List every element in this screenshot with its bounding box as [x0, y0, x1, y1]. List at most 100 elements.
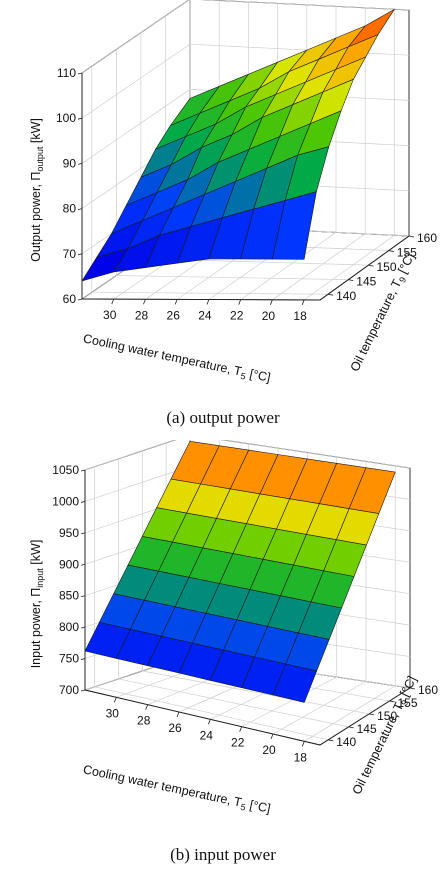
z-tick-label: 80: [63, 202, 77, 216]
x-tick-mark: [301, 299, 305, 306]
y-tick-mark: [328, 293, 334, 296]
x-tick-label: 22: [231, 736, 245, 750]
caption-output-power: (a) output power: [166, 408, 280, 427]
y-tick-mark: [368, 264, 374, 267]
front-edge: [81, 73, 410, 301]
ticks-c0: 60 70 80 90 100 110 30 28 26 24 22 20 18 140145150155…: [56, 66, 437, 323]
x-tick-label: 18: [293, 309, 307, 323]
box-edges-c1: [84, 470, 411, 746]
y-tick-mark: [388, 250, 394, 252]
x-tick-mark: [111, 298, 115, 305]
x-axis-label-text: Cooling water temperature, T: [82, 762, 243, 809]
x-tick-mark: [174, 299, 178, 305]
x-tick-label: 22: [230, 309, 244, 323]
x-tick-label: 24: [198, 309, 212, 323]
z-tick-label: 90: [63, 156, 77, 170]
front-edge: [84, 470, 411, 746]
ticks-c1: 700 750 800 850 900 950 1000 1050 30 28 26 24 22 20 18…: [52, 463, 438, 764]
y-gridline: [118, 458, 349, 728]
y-gridline: [116, 49, 349, 280]
y-gridline: [94, 466, 329, 741]
z-tick-mark: [77, 298, 83, 301]
x-axis-label-subscript: 5: [240, 371, 247, 382]
z-tick-label: 110: [57, 66, 76, 80]
y-tick-label: 155: [398, 696, 418, 710]
z-tick-label: 700: [59, 683, 79, 697]
panel-output-power: 60 70 80 90 100 110 30 28 26 24 22 20 18 140 145 150 155…: [29, 0, 437, 427]
x-tick-label: 26: [167, 308, 181, 322]
z-tick-mark: [80, 689, 86, 692]
y-gridline: [91, 66, 329, 295]
y-tick-mark: [409, 687, 416, 690]
z-tick-label: 1050: [52, 463, 79, 477]
z-axis-label-text: Output power, Π: [29, 172, 43, 262]
z-tick-mark: [77, 163, 83, 165]
y-tick-mark: [369, 713, 375, 716]
z-tick-mark: [80, 501, 86, 503]
z-tick-mark: [77, 72, 83, 75]
x-tick-mark: [176, 711, 180, 718]
surface-cell: [272, 191, 317, 260]
x-axis-label-unit: [°C]: [245, 797, 272, 816]
y-tick-label: 150: [377, 260, 397, 274]
x-tick-label: 30: [103, 308, 117, 322]
x-axis-label: Cooling water temperature, T5 [°C]: [81, 331, 271, 386]
x-tick-label: 18: [294, 750, 308, 764]
x-tick-mark: [143, 299, 146, 305]
z-axis-label: Input power, Πinput [kW]: [29, 540, 45, 669]
y-tick-label: 155: [397, 246, 417, 260]
surface-c0: [81, 9, 395, 282]
y-axis-label-subscript: 9: [397, 275, 408, 284]
y-tick-label: 145: [357, 722, 377, 736]
z-tick-label: 800: [59, 620, 79, 634]
z-tick-mark: [80, 626, 86, 629]
z-axis-label-subscript: output: [35, 146, 45, 172]
x-axis-label-text: Cooling water temperature, T: [82, 331, 243, 378]
x-tick-mark: [239, 726, 243, 732]
x-tick-mark: [145, 704, 149, 710]
y-tick-mark: [389, 700, 395, 703]
z-axis-label-text: Input power, Π: [29, 588, 43, 669]
x-tick-mark: [270, 299, 273, 305]
y-tick-mark: [328, 739, 334, 742]
y-tick-label: 140: [336, 289, 356, 303]
z-tick-label: 900: [59, 557, 79, 571]
chart-output-power: 60 70 80 90 100 110 30 28 26 24 22 20 18 140145150155…: [29, 0, 437, 386]
x-tick-label: 24: [200, 728, 214, 742]
y-tick-label: 160: [417, 231, 437, 245]
y-tick-label: 150: [377, 709, 397, 723]
y-axis-label-text: Oil temperature, T: [348, 277, 405, 374]
x-tick-mark: [207, 719, 211, 725]
x-tick-label: 20: [262, 309, 276, 323]
z-axis-label-subscript: input: [35, 568, 45, 588]
x-tick-label: 28: [135, 308, 149, 322]
x-tick-mark: [301, 741, 305, 747]
z-tick-mark: [77, 253, 83, 256]
z-tick-mark: [80, 658, 86, 660]
z-tick-mark: [80, 595, 86, 598]
x-tick-label: 20: [262, 743, 276, 757]
x-tick-mark: [270, 733, 274, 740]
z-tick-label: 60: [63, 292, 77, 306]
y-tick-mark: [408, 235, 415, 238]
z-axis-label-unit: [kW]: [29, 540, 43, 568]
x-axis-label-unit: [°C]: [245, 366, 272, 385]
x-tick-mark: [206, 299, 210, 305]
z-tick-mark: [80, 563, 86, 566]
z-axis-label: Output power, Πoutput [kW]: [29, 118, 45, 262]
x-axis-label: Cooling water temperature, T5 [°C]: [81, 762, 271, 817]
x-axis-label-subscript: 5: [240, 802, 247, 813]
x-tick-mark: [238, 299, 242, 305]
z-tick-label: 850: [59, 589, 79, 603]
y-tick-label: 145: [356, 275, 376, 289]
z-tick-mark: [77, 208, 83, 210]
z-tick-label: 950: [59, 526, 79, 540]
z-tick-label: 1000: [52, 494, 79, 508]
z-tick-label: 70: [63, 247, 77, 261]
z-tick-mark: [77, 117, 83, 120]
y-tick-mark: [348, 726, 354, 729]
y-axis-label-subscript: 9: [399, 698, 410, 707]
x-tick-mark: [113, 697, 117, 703]
surface-cell: [272, 663, 318, 703]
y-tick-label: 140: [336, 735, 356, 749]
